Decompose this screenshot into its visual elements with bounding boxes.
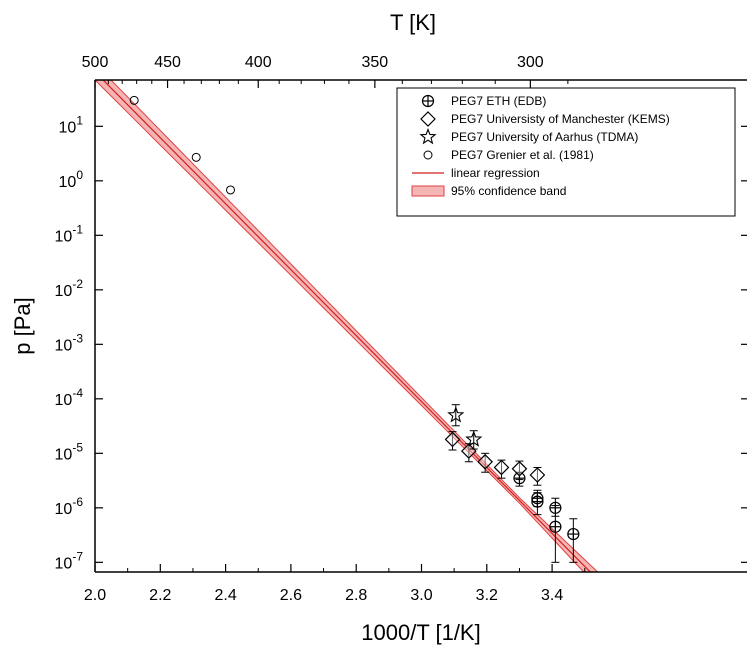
x-tick-label: 3.2: [476, 587, 498, 604]
legend-label: 95% confidence band: [451, 184, 566, 198]
data-point: [567, 527, 580, 541]
x-tick-label: 2.2: [149, 587, 171, 604]
data-point: [531, 495, 544, 508]
y-tick-label: 10-6: [55, 495, 84, 518]
x-tick-label: 2.0: [84, 587, 106, 604]
data-point: [511, 460, 528, 477]
legend-marker: [423, 150, 433, 160]
y-tick-label: 10-4: [55, 386, 84, 409]
x-tick-label: 2.4: [214, 587, 236, 604]
data-point: [477, 453, 494, 470]
x-tick-label: 3.0: [410, 587, 432, 604]
legend: PEG7 ETH (EDB) PEG7 Universisty of Manche…: [396, 87, 736, 217]
data-point: [529, 467, 546, 483]
top-axis-title: T [K]: [390, 10, 436, 35]
y-tick-label: 10-2: [55, 277, 84, 300]
data-point: [493, 459, 510, 476]
legend-label: PEG7 Grenier et al. (1981): [451, 148, 594, 162]
legend-label: linear regression: [451, 166, 540, 180]
x-tick-label: 3.4: [541, 587, 563, 604]
top-tick-label: 400: [245, 54, 272, 71]
y-tick-label: 10-5: [55, 440, 84, 463]
y-tick-label: 10-3: [55, 331, 84, 354]
legend-marker: [419, 127, 437, 145]
confidence-band-upper-edge: [110, 80, 599, 572]
x-axis-title: 1000/T [1/K]: [361, 620, 480, 645]
legend-label: PEG7 ETH (EDB): [451, 94, 546, 108]
x-tick-label: 2.6: [280, 587, 302, 604]
x-tick-label: 2.8: [345, 587, 367, 604]
data-point: [225, 185, 235, 195]
legend-box: [396, 87, 736, 217]
y-axis-title: p [Pa]: [10, 297, 35, 354]
series-3: [129, 95, 235, 195]
y-tick-label: 101: [59, 113, 84, 136]
data-point: [191, 152, 201, 162]
y-tick-label: 10-7: [55, 549, 84, 572]
legend-marker: [421, 94, 435, 108]
top-tick-label: 300: [517, 54, 544, 71]
data-point: [129, 95, 139, 105]
top-tick-label: 500: [82, 54, 109, 71]
ticks: 2.0 2.2 2.4 2.6 2.8 3.0 3.2 3.4 500 450 400 350 300 1…: [55, 54, 747, 604]
data-marks: [129, 95, 580, 563]
y-tick-label: 100: [59, 168, 84, 191]
legend-label: PEG7 Universisty of Manchester (KEMS): [451, 112, 670, 126]
data-point: [444, 431, 461, 448]
data-point: [549, 520, 562, 533]
series-2: [447, 404, 483, 450]
data-point: [447, 406, 465, 423]
legend-marker: [420, 111, 436, 127]
y-tick-label: 10-1: [55, 222, 84, 245]
confidence-band-lower-edge: [95, 80, 585, 572]
data-point: [465, 430, 483, 447]
series-1: [444, 431, 546, 486]
legend-label: PEG7 University of Aarhus (TDMA): [451, 130, 638, 144]
top-tick-label: 350: [362, 54, 389, 71]
regression-line: [102, 80, 592, 572]
top-tick-label: 450: [154, 54, 181, 71]
legend-marker: [411, 185, 445, 197]
